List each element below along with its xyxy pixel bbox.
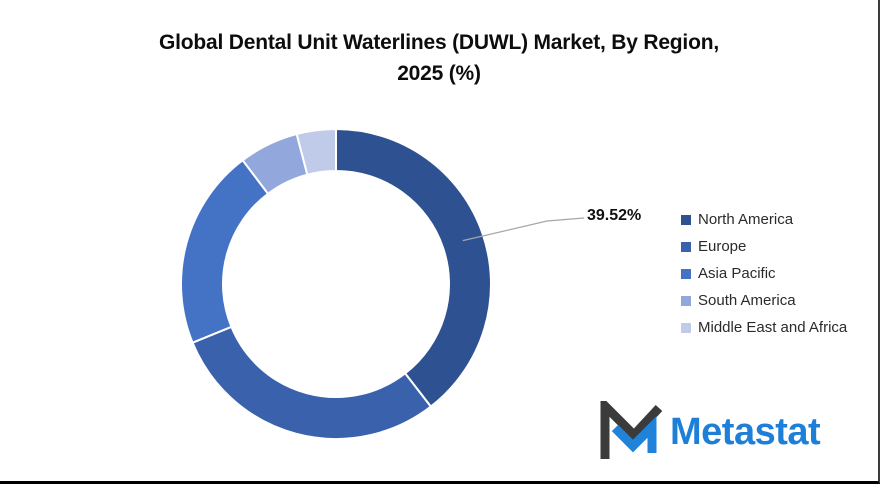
donut-slice-north-america bbox=[335, 127, 492, 408]
data-label-north-america: 39.52% bbox=[587, 207, 642, 224]
chart-title: Global Dental Unit Waterlines (DUWL) Mar… bbox=[0, 27, 878, 89]
legend-label: Europe bbox=[698, 238, 747, 255]
legend-label: Asia Pacific bbox=[698, 265, 776, 282]
legend-swatch-icon bbox=[681, 295, 691, 306]
legend-swatch-icon bbox=[681, 322, 691, 333]
donut-slice-asia-pacific bbox=[180, 158, 270, 344]
legend-item-europe: Europe bbox=[681, 233, 847, 260]
legend-label: Middle East and Africa bbox=[698, 319, 848, 336]
legend-swatch-icon bbox=[681, 268, 691, 279]
data-label-leader-line bbox=[462, 217, 585, 242]
metastat-logo: Metastat bbox=[597, 401, 821, 463]
donut-slice-europe bbox=[191, 325, 433, 440]
chart-title-line1: Global Dental Unit Waterlines (DUWL) Mar… bbox=[159, 31, 719, 54]
legend-item-asia-pacific: Asia Pacific bbox=[681, 260, 847, 287]
legend-item-north-america: North America bbox=[681, 206, 847, 233]
legend-label: North America bbox=[698, 211, 794, 228]
donut-slice-middle-east-and-africa bbox=[295, 127, 337, 176]
metastat-logo-mark-icon bbox=[600, 401, 663, 459]
legend: North America Europe Asia Pacific South Ame… bbox=[681, 206, 847, 341]
metastat-wordmark: Metastat bbox=[670, 411, 821, 453]
chart-title-line2: 2025 (%) bbox=[397, 62, 481, 85]
legend-swatch-icon bbox=[681, 214, 691, 225]
legend-swatch-icon bbox=[681, 241, 691, 252]
legend-label: South America bbox=[698, 292, 796, 309]
legend-item-south-america: South America bbox=[681, 287, 847, 314]
legend-item-middle-east-and-africa: Middle East and Africa bbox=[681, 314, 847, 341]
